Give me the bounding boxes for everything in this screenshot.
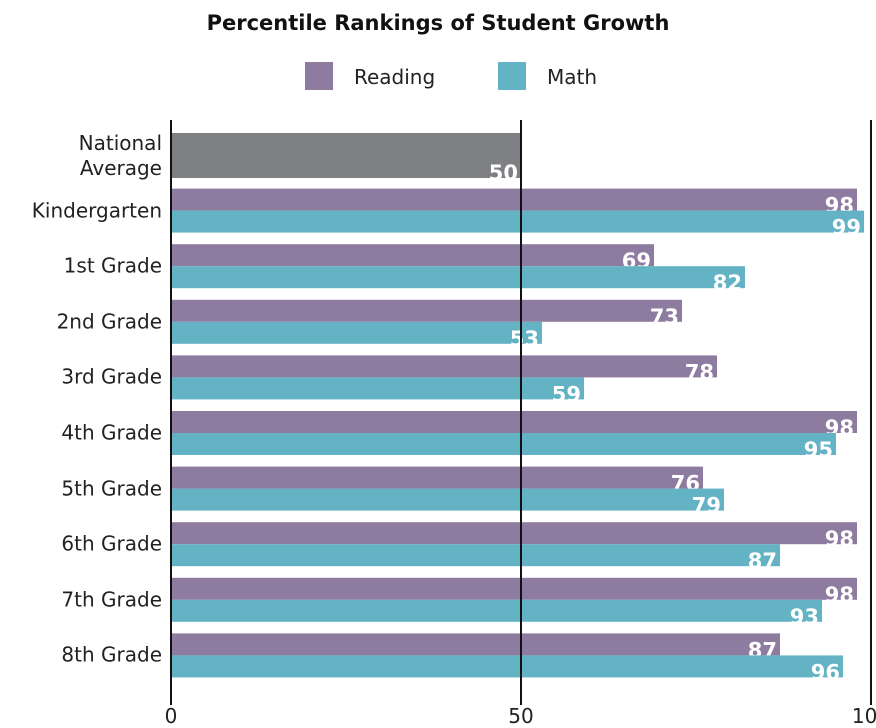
bar bbox=[171, 321, 542, 344]
value-label: 79 bbox=[692, 494, 721, 518]
x-tick-label: 0 bbox=[165, 704, 178, 728]
bar bbox=[171, 266, 745, 289]
y-tick-label: 1st Grade bbox=[63, 253, 162, 278]
legend-swatch bbox=[498, 62, 526, 90]
value-label: 96 bbox=[811, 660, 840, 684]
bar bbox=[171, 577, 857, 600]
y-tick-label: 7th Grade bbox=[61, 587, 162, 612]
value-label: 98 bbox=[825, 583, 854, 607]
value-label: 53 bbox=[510, 327, 539, 351]
bar bbox=[171, 488, 724, 511]
y-tick-label: 6th Grade bbox=[61, 531, 162, 556]
bar bbox=[171, 244, 654, 267]
y-tick-label: 3rd Grade bbox=[61, 364, 162, 389]
legend-swatch bbox=[305, 62, 333, 90]
y-tick-label: 2nd Grade bbox=[56, 309, 162, 334]
value-label: 50 bbox=[489, 161, 518, 185]
bar bbox=[171, 210, 864, 233]
x-tick-label: 100 bbox=[852, 704, 876, 728]
y-tick-label: National Average bbox=[78, 130, 162, 180]
value-label: 59 bbox=[552, 382, 581, 406]
x-tick-label: 50 bbox=[508, 704, 533, 728]
legend-label: Math bbox=[547, 65, 597, 89]
bar bbox=[171, 355, 717, 378]
bar bbox=[171, 544, 780, 567]
bar bbox=[171, 188, 857, 211]
y-tick-label: 4th Grade bbox=[61, 420, 162, 445]
value-label: 98 bbox=[825, 527, 854, 551]
value-label: 93 bbox=[790, 605, 819, 629]
bar bbox=[171, 433, 836, 455]
bar bbox=[171, 633, 780, 656]
value-label: 78 bbox=[685, 360, 714, 384]
value-label: 87 bbox=[748, 549, 777, 573]
bar bbox=[171, 411, 857, 433]
bar bbox=[171, 655, 843, 678]
benchmark-bar bbox=[171, 133, 521, 178]
bar bbox=[171, 466, 703, 489]
bar bbox=[171, 599, 822, 622]
bar bbox=[171, 522, 857, 545]
chart-title: Percentile Rankings of Student Growth bbox=[207, 11, 670, 35]
value-label: 95 bbox=[804, 438, 833, 462]
y-tick-label: 8th Grade bbox=[61, 642, 162, 667]
y-tick-label: 5th Grade bbox=[61, 476, 162, 501]
bar bbox=[171, 377, 584, 400]
value-label: 99 bbox=[832, 216, 861, 240]
bar bbox=[171, 299, 682, 322]
legend-label: Reading bbox=[354, 65, 435, 89]
value-label: 73 bbox=[650, 305, 679, 329]
value-label: 82 bbox=[713, 271, 742, 295]
y-tick-label: Kindergarten bbox=[31, 198, 162, 223]
